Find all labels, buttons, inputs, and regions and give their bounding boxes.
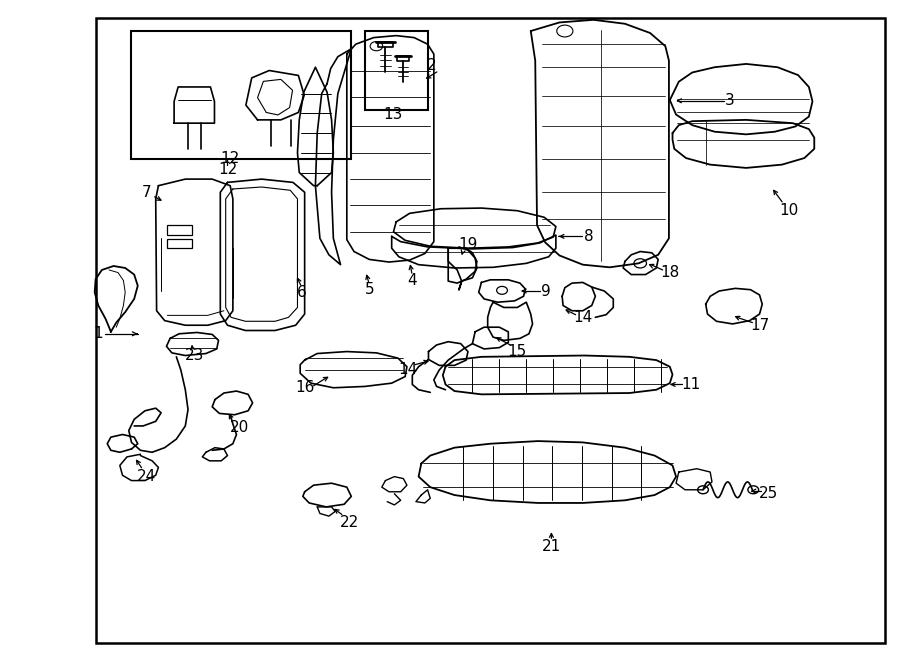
Bar xyxy=(364,31,427,110)
Text: 10: 10 xyxy=(779,203,799,218)
Text: 3: 3 xyxy=(725,93,734,108)
Bar xyxy=(131,31,351,159)
Text: 8: 8 xyxy=(584,229,594,244)
Text: 12: 12 xyxy=(218,162,237,176)
Text: 15: 15 xyxy=(508,344,526,359)
Bar xyxy=(95,18,886,643)
Text: 13: 13 xyxy=(383,107,403,122)
Text: 25: 25 xyxy=(759,486,778,501)
Text: 4: 4 xyxy=(408,273,417,288)
Text: 14: 14 xyxy=(573,310,592,325)
Text: 2: 2 xyxy=(428,58,436,73)
Text: 17: 17 xyxy=(750,318,770,332)
Text: 9: 9 xyxy=(541,284,551,299)
Text: 23: 23 xyxy=(184,348,204,363)
Bar xyxy=(167,239,193,249)
Circle shape xyxy=(748,486,759,494)
Text: 24: 24 xyxy=(137,469,157,484)
Text: 18: 18 xyxy=(661,265,680,280)
Text: 1: 1 xyxy=(94,327,104,341)
Text: 7: 7 xyxy=(142,185,151,200)
Text: 5: 5 xyxy=(364,282,374,297)
Circle shape xyxy=(698,486,708,494)
Text: 6: 6 xyxy=(297,286,307,301)
Bar xyxy=(167,225,193,235)
Circle shape xyxy=(370,42,382,51)
Text: 22: 22 xyxy=(340,515,359,530)
Text: 14: 14 xyxy=(398,362,418,377)
Circle shape xyxy=(634,258,646,268)
Text: 16: 16 xyxy=(295,380,314,395)
Text: 11: 11 xyxy=(680,377,700,392)
Text: 20: 20 xyxy=(230,420,248,436)
Text: 21: 21 xyxy=(542,539,561,554)
Text: 12: 12 xyxy=(220,151,239,165)
Circle shape xyxy=(497,286,508,294)
Text: 19: 19 xyxy=(458,237,478,253)
Circle shape xyxy=(557,25,573,37)
